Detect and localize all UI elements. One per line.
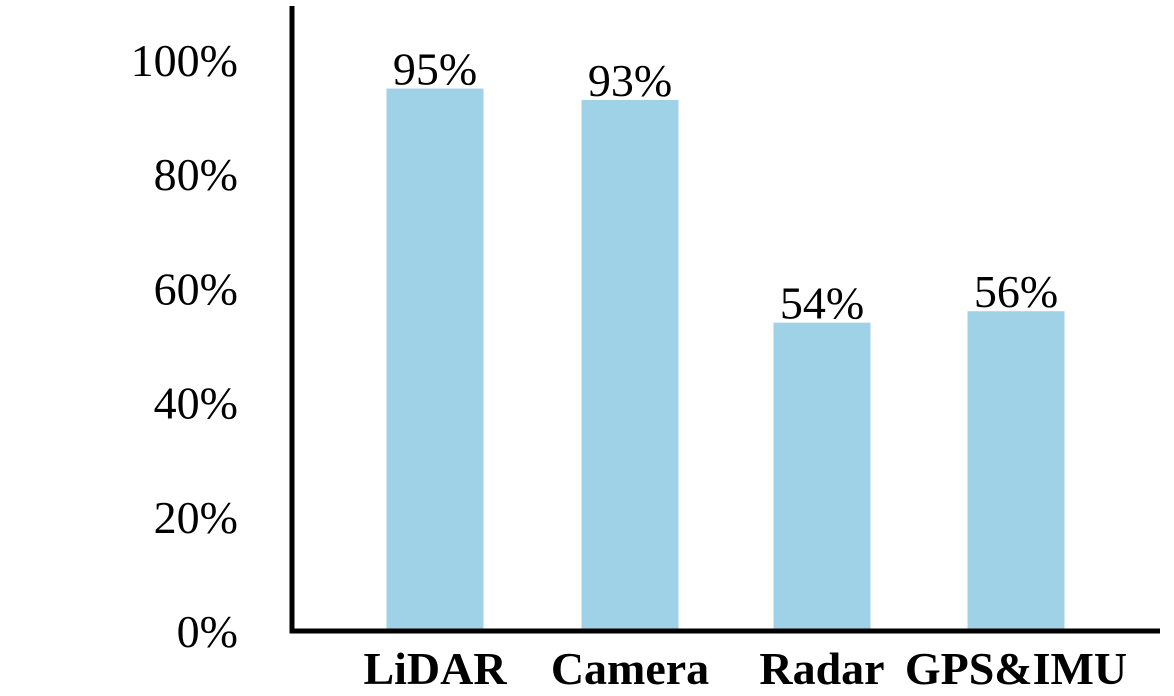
y-tick-label: 80% bbox=[154, 149, 238, 200]
category-label: Radar bbox=[759, 643, 884, 694]
bar bbox=[967, 311, 1065, 631]
y-tick-labels: 0% 20% 40% 60% 80% 100% bbox=[131, 35, 238, 657]
y-tick-label: 40% bbox=[154, 378, 238, 429]
category-label: GPS&IMU bbox=[905, 643, 1127, 694]
data-label: 54% bbox=[780, 278, 864, 329]
bars bbox=[386, 88, 1065, 632]
y-tick-label: 100% bbox=[131, 35, 238, 86]
data-labels: 95% 93% 54% 56% bbox=[393, 44, 1058, 329]
data-label: 56% bbox=[974, 266, 1058, 317]
bar bbox=[773, 322, 871, 631]
bar bbox=[386, 88, 484, 632]
y-tick-label: 0% bbox=[177, 606, 238, 657]
category-labels: LiDAR Camera Radar GPS&IMU bbox=[363, 643, 1127, 694]
category-label: Camera bbox=[551, 643, 709, 694]
y-tick-label: 20% bbox=[154, 492, 238, 543]
y-tick-label: 60% bbox=[154, 263, 238, 314]
data-label: 93% bbox=[588, 55, 672, 106]
category-label: LiDAR bbox=[363, 643, 507, 694]
bar bbox=[581, 99, 679, 632]
data-label: 95% bbox=[393, 44, 477, 95]
